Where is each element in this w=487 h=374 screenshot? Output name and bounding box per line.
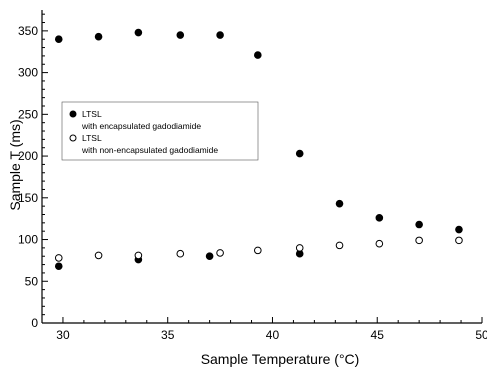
y-tick-label: 150: [18, 191, 38, 205]
data-point-non-encapsulated: [54, 254, 63, 262]
data-point-encapsulated: [216, 31, 224, 39]
data-point-non-encapsulated: [254, 246, 262, 255]
data-point-non-encapsulated: [295, 244, 304, 252]
minor-ticks: [42, 13, 462, 323]
data-point-non-encapsulated: [455, 236, 463, 245]
y-tick-labels: 0 50 100 150 200 250 300 350: [18, 24, 38, 330]
x-tick-label: 40: [266, 328, 280, 342]
legend-label-non-encapsulated-line2: with non-encapsulated gadodiamide: [81, 145, 218, 155]
legend-label-non-encapsulated-line1: LTSL: [82, 133, 102, 143]
data-point-non-encapsulated: [94, 251, 103, 260]
x-tick-label: 30: [56, 328, 70, 342]
data-point-encapsulated: [455, 225, 463, 234]
data-point-non-encapsulated: [216, 249, 224, 257]
legend-marker-non-encapsulated: [69, 134, 77, 142]
legend-label-encapsulated-line1: LTSL: [82, 109, 102, 119]
data-point-encapsulated: [94, 32, 103, 41]
y-tick-label: 250: [18, 107, 38, 121]
data-point-encapsulated: [295, 149, 304, 158]
y-axis-title: Sample T (ms): [7, 119, 23, 210]
y-tick-label: 100: [18, 233, 38, 247]
legend-box: [61, 101, 259, 161]
data-point-encapsulated: [375, 214, 384, 222]
legend-marker-encapsulated: [69, 110, 77, 118]
data-point-encapsulated: [54, 35, 63, 44]
legend: LTSL with encapsulated gadodiamide LTSL …: [61, 101, 259, 161]
y-tick-label: 200: [18, 149, 38, 163]
x-axis-title: Sample Temperature (°C): [201, 351, 360, 367]
data-point-encapsulated: [134, 28, 143, 37]
x-tick-label: 50: [475, 328, 487, 342]
x-tick-labels: 30 35 40 45 50: [56, 328, 487, 342]
x-tick-label: 45: [371, 328, 385, 342]
data-point-encapsulated: [335, 199, 344, 208]
y-tick-label: 350: [18, 24, 38, 38]
data-point-non-encapsulated: [415, 236, 423, 245]
y-tick-label: 300: [18, 66, 38, 80]
data-point-encapsulated: [176, 31, 185, 39]
y-tick-label: 0: [31, 316, 38, 330]
x-tick-label: 35: [161, 328, 175, 342]
data-point-non-encapsulated: [176, 249, 185, 258]
data-point-encapsulated: [254, 51, 262, 59]
data-point-encapsulated: [205, 252, 214, 261]
major-ticks: [42, 30, 483, 324]
legend-label-encapsulated-line2: with encapsulated gadodiamide: [81, 121, 201, 131]
data-point-non-encapsulated: [134, 251, 143, 260]
data-point-encapsulated: [415, 220, 423, 229]
data-point-encapsulated: [54, 262, 63, 271]
data-points: [54, 28, 463, 271]
data-point-non-encapsulated: [335, 241, 344, 250]
data-point-non-encapsulated: [375, 239, 384, 248]
y-tick-label: 50: [25, 274, 39, 288]
